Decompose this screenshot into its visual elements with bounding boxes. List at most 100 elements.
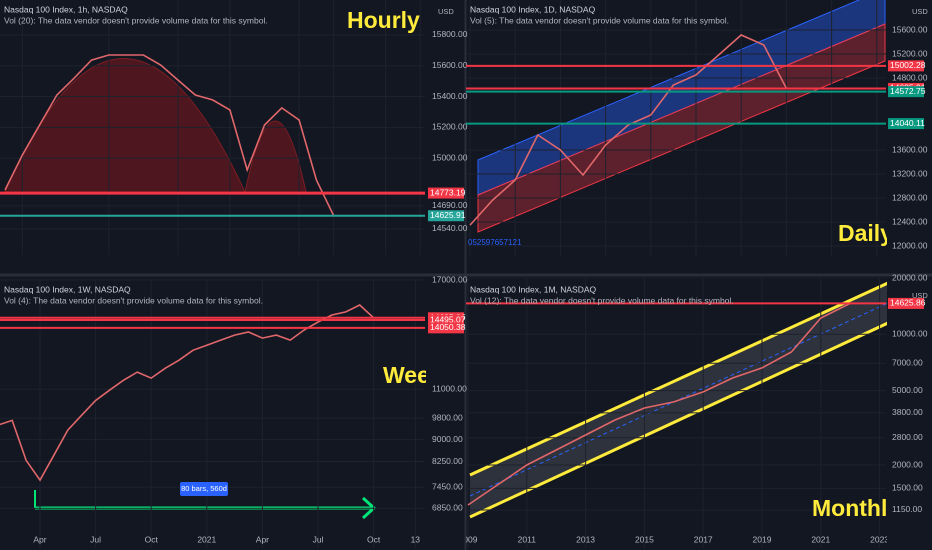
currency-label: USD	[912, 291, 928, 300]
y-tick-label: 14540.00	[432, 223, 468, 233]
price-line	[467, 302, 851, 506]
plot-area: Mar Apr May Jun Jul Aug Sep Oct Nov Dec Daily	[463, 0, 893, 267]
price-line	[4, 54, 335, 217]
channel-top	[469, 281, 887, 477]
x-tick-label: 2009	[459, 534, 478, 544]
y-tick-label: 10000.00	[892, 329, 928, 339]
y-tick-label: 11000.00	[432, 384, 467, 394]
plot-area: Apr Jul Oct 2021 Apr Jul Oct 13 Weekly	[0, 279, 462, 548]
y-tick-label: 15200.00	[432, 122, 468, 132]
x-tick-label: Oct	[145, 534, 159, 544]
y-tick-label: 1150.00	[892, 504, 922, 514]
price-label-box	[888, 118, 924, 130]
price-label: 14625.91	[430, 210, 466, 220]
y-tick-label: 13600.00	[892, 144, 928, 154]
price-label-box	[888, 86, 924, 98]
x-tick-label: 2011	[518, 534, 537, 544]
x-tick-label: 2015	[635, 534, 654, 544]
y-tick-label: 15600.00	[892, 24, 928, 34]
measure-label: 80 bars, 560d	[181, 484, 227, 493]
y-tick-label: 15600.00	[432, 60, 468, 70]
x-tick-label: Sep	[734, 257, 749, 267]
y-tick-label: 12400.00	[892, 216, 928, 226]
measure-box	[180, 482, 228, 496]
chart-title: Nasdaq 100 Index, 1D, NASDAQ	[470, 4, 596, 14]
annotation: Daily	[838, 220, 893, 246]
y-tick-label: 15000.00	[432, 152, 468, 162]
lower-channel	[477, 23, 886, 233]
y-tick-label: 13200.00	[892, 168, 928, 178]
price-line	[469, 34, 788, 226]
price-label-box	[428, 322, 464, 334]
y-tick-label: 15800.00	[432, 29, 468, 39]
x-tick-label: Jul	[645, 257, 656, 267]
chart-subtitle: Vol (12): The data vendor doesn't provid…	[470, 295, 734, 305]
currency-label: USD	[438, 7, 454, 16]
x-tick-label: 2019	[753, 534, 772, 544]
y-tick-label: 1500.00	[892, 483, 923, 493]
channel-bottom	[469, 321, 887, 519]
annotation: Monthly	[812, 495, 900, 521]
x-tick-label: Mar	[463, 257, 478, 267]
handle-shape	[244, 120, 307, 193]
chart-subtitle: Vol (20): The data vendor doesn't provid…	[4, 15, 268, 25]
y-tick-label: 9800.00	[432, 413, 463, 423]
note: 052597657121	[468, 238, 522, 247]
price-label: 14572.75	[890, 86, 926, 96]
y-tick-label: 9000.00	[432, 434, 463, 444]
x-tick-label: Aug	[688, 257, 703, 267]
x-tick-label: 2021	[811, 534, 830, 544]
y-tick-label: 12000.00	[892, 240, 928, 250]
plot-area: 23Sep132027Oct615:Hourly	[0, 0, 425, 255]
y-tick-label: 5000.00	[892, 385, 923, 395]
x-tick-label: 2017	[694, 534, 713, 544]
x-tick-label: Jun	[599, 257, 613, 267]
price-label: 15002.28	[890, 60, 926, 70]
plot-area: 2009 2011 2013 2015 2017 2019 2021 2023 Monthly	[459, 278, 900, 548]
y-tick-label: 7450.00	[432, 481, 463, 491]
x-tick-label: Apr	[509, 257, 522, 267]
price-label-box	[428, 210, 464, 222]
x-tick-label: Jul	[90, 534, 101, 544]
x-tick-label: Nov	[824, 257, 840, 267]
price-label-box	[428, 187, 464, 199]
y-tick-label: 15400.00	[432, 91, 468, 101]
x-tick-label: Dec	[869, 257, 885, 267]
price-label: 14050.38	[430, 322, 466, 332]
x-tick-label: 2013	[576, 534, 595, 544]
annotation: Weekly	[383, 362, 462, 388]
chart-title: Nasdaq 100 Index, 1M, NASDAQ	[470, 284, 597, 294]
price-label-box	[428, 314, 464, 326]
x-tick-label: May	[552, 257, 569, 267]
channel-drawing	[477, 0, 886, 233]
y-tick-label: 3800.00	[892, 407, 923, 417]
y-tick-label: 12800.00	[892, 192, 928, 202]
currency-label: USD	[912, 7, 928, 16]
y-tick-label: 8250.00	[432, 456, 463, 466]
y-tick-label: 6850.00	[432, 502, 463, 512]
y-tick-label: 2800.00	[892, 432, 923, 442]
x-tick-label: Jul	[313, 534, 324, 544]
x-tick-label: Apr	[256, 534, 269, 544]
y-tick-label: 7000.00	[892, 358, 923, 368]
x-tick-label: Apr	[33, 534, 46, 544]
chart-subtitle: Vol (4): The data vendor doesn't provide…	[4, 295, 263, 305]
y-tick-label: 17000.00	[432, 274, 468, 284]
price-label-box	[888, 60, 924, 72]
y-tick-label: 15200.00	[892, 48, 928, 58]
y-tick-label: 14690.00	[432, 200, 468, 210]
y-tick-label: 2000.00	[892, 459, 923, 469]
price-label-box	[888, 297, 924, 309]
chart-title: Nasdaq 100 Index, 1h, NASDAQ	[4, 4, 128, 14]
price-label: 14773.19	[430, 187, 466, 197]
price-label: 14625.86	[890, 298, 926, 308]
y-tick-label: 14800.00	[892, 72, 928, 82]
chart-title: Nasdaq 100 Index, 1W, NASDAQ	[4, 284, 131, 294]
x-tick-label: Oct	[367, 534, 381, 544]
price-line	[0, 304, 375, 482]
x-tick-label: 2023	[870, 534, 889, 544]
x-tick-label: Oct	[780, 257, 794, 267]
price-label: 14040.11	[890, 118, 925, 128]
